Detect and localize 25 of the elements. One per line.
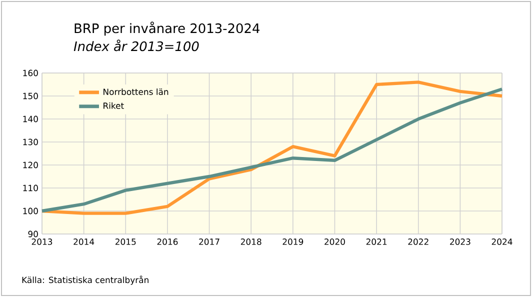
- y-tick-label: 90: [28, 230, 38, 238]
- x-tick-label: 2021: [366, 238, 387, 245]
- legend-label: Norrbottens län: [104, 88, 168, 96]
- x-tick-label: 2015: [115, 238, 136, 245]
- x-tick-label: 2020: [324, 238, 345, 245]
- x-tick-label: 2018: [240, 238, 262, 245]
- legend-label: Riket: [104, 102, 124, 109]
- x-tick-label: 2013: [32, 238, 52, 245]
- x-tick-label: 2016: [157, 238, 178, 245]
- x-tick-label: 2022: [408, 238, 428, 245]
- y-tick-label: 110: [23, 184, 38, 192]
- x-tick-label: 2017: [199, 238, 220, 245]
- y-tick-label: 150: [23, 92, 38, 100]
- y-tick-label: 130: [23, 138, 38, 146]
- x-tick-label: 2023: [450, 238, 470, 245]
- x-tick-label: 2024: [492, 238, 512, 245]
- chart-title: BRP per invånare 2013-2024: [74, 22, 260, 36]
- y-tick-label: 100: [23, 208, 38, 214]
- x-tick-label: 2014: [74, 238, 94, 245]
- y-tick-label: 140: [23, 116, 38, 122]
- x-tick-label: 2019: [282, 238, 304, 245]
- text: Källa: Statistiska centralbyrån: [22, 276, 148, 285]
- chart-subtitle: Index år 2013=100: [74, 40, 199, 52]
- y-tick-label: 160: [23, 70, 38, 76]
- y-tick-label: 120: [23, 162, 38, 168]
